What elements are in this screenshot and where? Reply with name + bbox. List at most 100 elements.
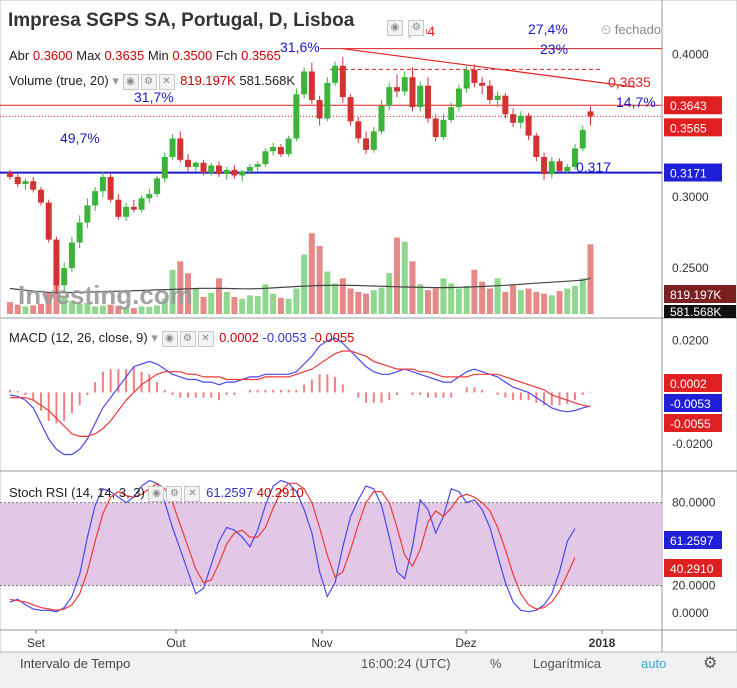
volume-bar xyxy=(223,291,230,314)
volume-bar xyxy=(84,302,91,314)
open-value: 0.3600 xyxy=(32,48,73,63)
annotation-27pct: 27,4% xyxy=(528,21,568,37)
price-tick-label: 0.4000 xyxy=(672,47,709,61)
macd-line-tag: -0.0053 xyxy=(670,397,711,411)
volume-bar xyxy=(37,303,44,314)
stoch-d-tag: 40.2910 xyxy=(670,562,714,576)
macd-signal-tag-bg xyxy=(664,414,722,432)
volume-bar xyxy=(332,283,339,314)
volume-bar xyxy=(424,290,431,314)
close-icon[interactable]: ✕ xyxy=(158,73,175,90)
candle-body xyxy=(409,77,416,108)
candle-body xyxy=(417,85,424,108)
volume-bar xyxy=(486,288,493,314)
candle-body xyxy=(285,138,292,155)
candle-body xyxy=(525,115,532,136)
candle-body xyxy=(61,268,68,286)
clock-icon: ⏲ xyxy=(601,22,612,37)
eye-icon[interactable]: ◉ xyxy=(148,485,165,502)
candle-body xyxy=(332,65,339,83)
candle-body xyxy=(394,87,400,92)
volume-bar xyxy=(517,290,524,314)
bottom-toolbar xyxy=(0,652,737,688)
interval-button[interactable]: Intervalo de Tempo xyxy=(20,656,131,671)
volume-bar xyxy=(270,293,277,314)
stoch-legend: Stoch RSI (14, 14, 3, 3) ◉ ⚙ ✕ 61.2597 40.… xyxy=(9,485,304,502)
stoch-label: Stoch RSI (14, 14, 3, 3) xyxy=(9,485,145,500)
candle-body xyxy=(308,71,315,100)
volume-bar xyxy=(432,288,439,314)
eye-icon[interactable]: ◉ xyxy=(122,73,139,90)
stoch-tick-label: 20.0000 xyxy=(672,578,716,592)
candle-body xyxy=(123,206,130,217)
volume-label: Volume (true, 20) xyxy=(9,73,109,88)
candle-body xyxy=(223,169,230,175)
candle-body xyxy=(548,161,555,175)
eye-icon[interactable]: ◉ xyxy=(387,20,403,36)
volume-bar xyxy=(471,269,478,314)
candle-body xyxy=(107,176,114,200)
volume-ma-line xyxy=(9,277,591,294)
volume-bar xyxy=(246,295,253,314)
volume-bar xyxy=(386,273,393,314)
time-axis-label: Out xyxy=(166,636,186,650)
candle-body xyxy=(254,164,261,167)
candle-body xyxy=(30,181,37,190)
macd-line xyxy=(9,337,591,456)
volume-bar xyxy=(115,305,122,314)
candle-body xyxy=(401,77,408,92)
volume-bar xyxy=(30,305,37,314)
clock-readout: 16:00:24 (UTC) xyxy=(361,656,451,671)
volume-bar xyxy=(564,288,571,314)
candle-body xyxy=(76,222,83,243)
candle-body xyxy=(130,206,137,210)
gear-icon[interactable]: ⚙ xyxy=(408,20,425,36)
close-icon[interactable]: ✕ xyxy=(184,485,201,502)
annotation-14-7pct: 14,7% xyxy=(616,94,656,110)
candle-body xyxy=(14,176,21,185)
settings-icons[interactable]: ◉ ⚙ xyxy=(387,20,427,36)
macd-label: MACD (12, 26, close, 9) xyxy=(9,330,148,345)
volume-bar xyxy=(169,269,176,314)
candle-body xyxy=(84,205,91,223)
candle-body xyxy=(22,181,29,185)
volume-bar xyxy=(394,237,400,314)
volume-bar xyxy=(541,293,548,314)
gear-icon[interactable]: ⚙ xyxy=(179,330,196,347)
percent-toggle[interactable]: % xyxy=(490,656,502,671)
volume-legend: Volume (true, 20) ▾ ◉ ⚙ ✕ 819.197K 581.568… xyxy=(9,73,295,90)
volume-bar xyxy=(510,285,517,314)
gear-icon[interactable]: ⚙ xyxy=(166,485,183,502)
candle-body xyxy=(138,198,145,210)
volume-bar xyxy=(463,285,470,314)
candle-body xyxy=(432,118,439,138)
candle-body xyxy=(185,159,192,167)
volume-bar xyxy=(154,305,161,314)
volume-tag-bg xyxy=(664,285,736,303)
macd-legend: MACD (12, 26, close, 9) ▾ ◉ ⚙ ✕ 0.0002 -0.… xyxy=(9,330,354,347)
candle-body xyxy=(239,171,246,176)
close-icon[interactable]: ✕ xyxy=(197,330,214,347)
chevron-down-icon[interactable]: ▾ xyxy=(151,330,158,345)
volume-bar xyxy=(99,305,106,314)
eye-icon[interactable]: ◉ xyxy=(161,330,178,347)
chevron-down-icon[interactable]: ▾ xyxy=(112,73,119,88)
gear-icon[interactable]: ⚙ xyxy=(703,655,718,672)
volume-ma-tag-bg xyxy=(664,305,736,318)
log-toggle[interactable]: Logarítmica xyxy=(533,656,601,671)
candle-body xyxy=(339,65,346,98)
volume-bar xyxy=(324,271,331,314)
volume-bar xyxy=(161,298,168,314)
candle-body xyxy=(177,138,184,160)
candle-body xyxy=(448,107,455,120)
candle-body xyxy=(161,156,168,179)
volume-bar xyxy=(130,308,137,314)
auto-toggle[interactable]: auto xyxy=(641,656,667,671)
gear-icon[interactable]: ⚙ xyxy=(140,73,157,90)
volume-bar xyxy=(448,283,455,314)
price-tick-label: 0.2500 xyxy=(672,261,709,275)
candle-body xyxy=(424,85,431,119)
volume-bar xyxy=(355,291,362,314)
volume-bar xyxy=(185,273,192,314)
candle-body xyxy=(355,121,362,139)
